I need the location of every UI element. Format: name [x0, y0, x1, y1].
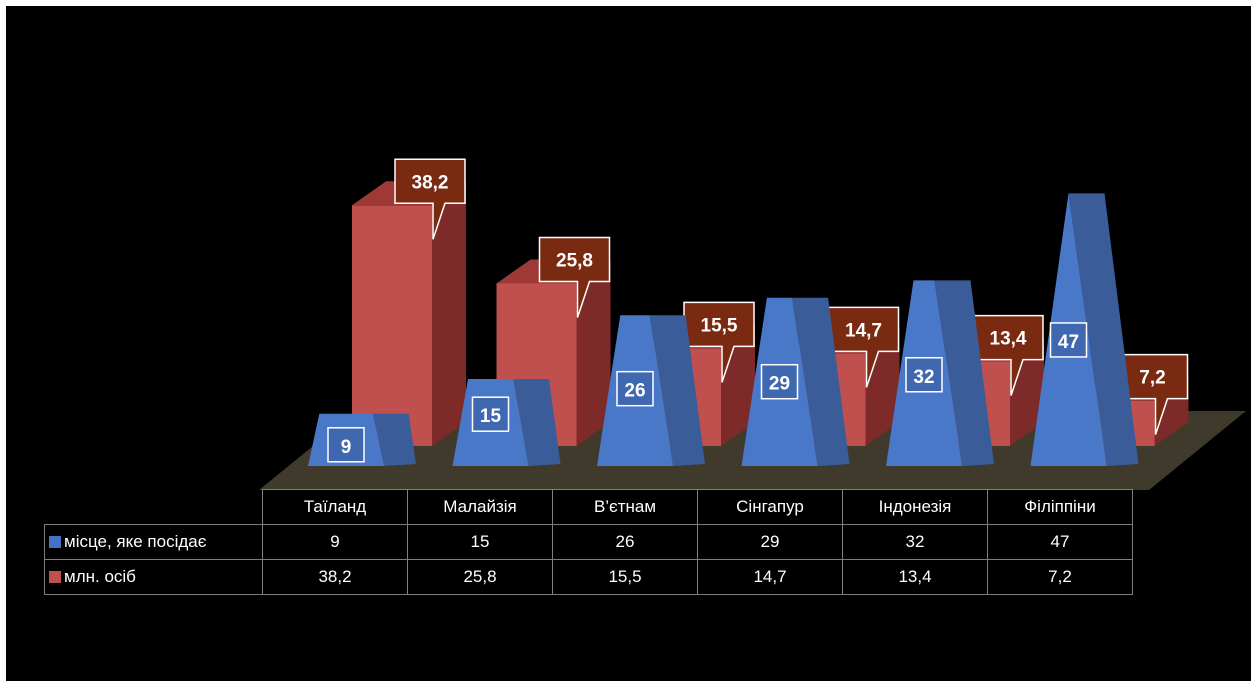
red-data-callout — [538, 236, 611, 318]
blue-pyramid-side — [934, 280, 994, 466]
blue-data-label: 32 — [913, 367, 934, 388]
table-cell: 15,5 — [552, 559, 698, 595]
table-row-series-1: місце, яке посідає 9 15 26 29 32 47 — [44, 524, 1133, 560]
table-row-series-2: млн. осіб 38,2 25,8 15,5 14,7 13,4 7,2 — [44, 559, 1133, 595]
legend-entry-series-1: місце, яке посідає — [44, 524, 263, 560]
table-header-row: Таїланд Малайзія В’єтнам Сінгапур Індоне… — [44, 489, 1133, 525]
chart-plot: 38,2 9 25,8 15 15,5 26 14,7 29 13,4 32 7,2 47 — [259, 158, 1246, 490]
table-cell: 25,8 — [407, 559, 553, 595]
red-data-label: 38,2 — [412, 172, 449, 193]
red-data-label: 14,7 — [845, 320, 882, 341]
red-data-label: 13,4 — [990, 329, 1027, 350]
red-data-callout — [394, 158, 466, 240]
chart-frame: 38,2 9 25,8 15 15,5 26 14,7 29 13,4 32 7,2 47 Таїла… — [6, 6, 1251, 681]
table-corner — [44, 489, 263, 525]
category-label: В’єтнам — [552, 489, 698, 525]
blue-pyramid-side — [513, 379, 561, 466]
category-label: Філіппіни — [987, 489, 1133, 525]
red-data-label: 25,8 — [556, 250, 593, 271]
table-cell: 26 — [552, 524, 698, 560]
category-label: Таїланд — [262, 489, 408, 525]
blue-data-label: 15 — [480, 406, 502, 427]
blue-data-label-box — [1049, 322, 1088, 358]
blue-pyramid-side — [1068, 193, 1139, 466]
legend-swatch — [49, 571, 61, 583]
blue-data-label-box — [327, 427, 365, 463]
blue-pyramid-side — [649, 315, 705, 466]
table-cell: 47 — [987, 524, 1133, 560]
category-label: Малайзія — [407, 489, 553, 525]
blue-data-label-box — [905, 357, 943, 393]
table-cell: 13,4 — [842, 559, 988, 595]
blue-data-label: 9 — [341, 437, 352, 458]
table-cell: 14,7 — [697, 559, 843, 595]
blue-data-label-box — [616, 370, 654, 407]
blue-data-label-box — [471, 396, 510, 432]
red-bar-side — [432, 181, 466, 447]
data-table: Таїланд Малайзія В’єтнам Сінгапур Індоне… — [44, 489, 1133, 595]
legend-entry-series-2: млн. осіб — [44, 559, 263, 595]
blue-data-label: 26 — [624, 381, 645, 402]
red-bar — [352, 205, 432, 446]
blue-pyramid-side — [792, 297, 850, 466]
red-data-label: 15,5 — [701, 315, 738, 336]
table-cell: 9 — [262, 524, 408, 560]
blue-data-label-box — [760, 363, 799, 400]
series-name: місце, яке посідає — [64, 532, 207, 551]
table-cell: 29 — [697, 524, 843, 560]
category-label: Сінгапур — [697, 489, 843, 525]
legend-swatch — [49, 536, 61, 548]
blue-data-label: 29 — [769, 374, 790, 395]
series-name: млн. осіб — [64, 567, 136, 586]
red-bar-side — [576, 259, 611, 446]
table-cell: 38,2 — [262, 559, 408, 595]
table-cell: 32 — [842, 524, 988, 560]
blue-pyramid-side — [372, 413, 416, 466]
table-cell: 7,2 — [987, 559, 1133, 595]
table-cell: 15 — [407, 524, 553, 560]
red-data-label: 7,2 — [1139, 368, 1165, 389]
category-label: Індонезія — [842, 489, 988, 525]
red-data-callout — [683, 301, 755, 383]
blue-data-label: 47 — [1058, 332, 1079, 353]
